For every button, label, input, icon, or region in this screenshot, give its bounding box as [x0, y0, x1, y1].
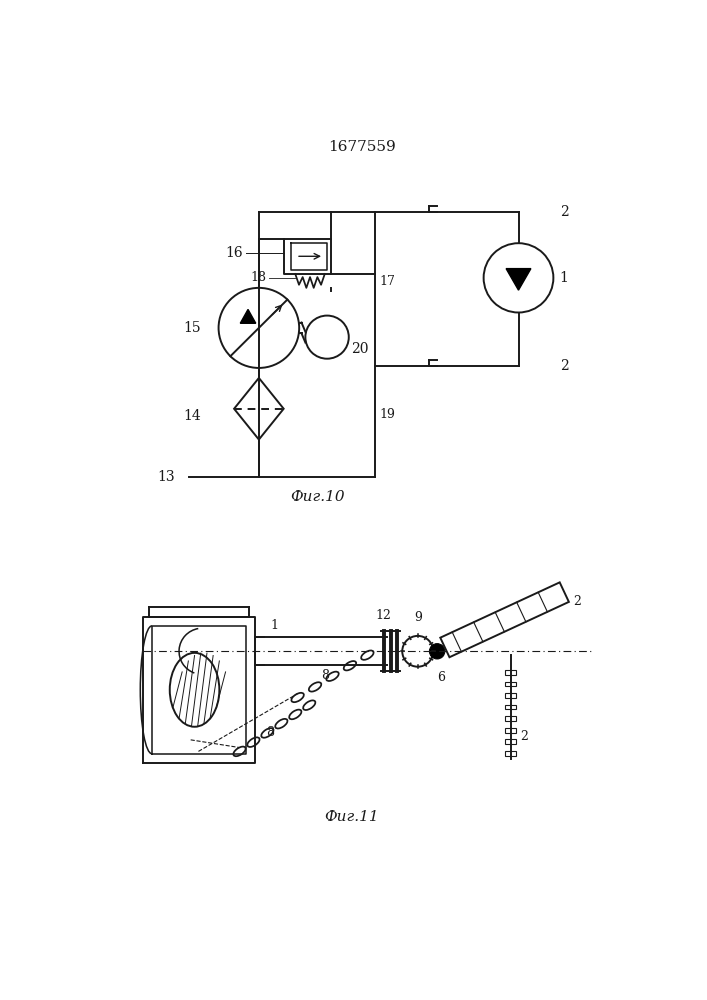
Text: 12: 12	[375, 609, 391, 622]
Text: 15: 15	[183, 321, 201, 335]
Text: 13: 13	[158, 470, 175, 484]
Text: Фиг.10: Фиг.10	[290, 490, 344, 504]
Text: 16: 16	[226, 246, 243, 260]
Bar	[506, 728, 516, 733]
Text: 20: 20	[351, 342, 368, 356]
Bar	[506, 670, 516, 675]
Circle shape	[429, 644, 445, 659]
Text: 1: 1	[559, 271, 568, 285]
Bar	[506, 682, 516, 686]
Polygon shape	[240, 309, 256, 323]
Text: 17: 17	[379, 275, 395, 288]
Text: 6: 6	[437, 671, 445, 684]
Text: 2: 2	[559, 359, 568, 373]
Text: 14: 14	[183, 409, 201, 423]
Text: 1677559: 1677559	[328, 140, 396, 154]
Polygon shape	[506, 269, 531, 290]
Bar	[506, 716, 516, 721]
Text: 2: 2	[573, 595, 580, 608]
Text: 8: 8	[267, 726, 274, 739]
Text: 1: 1	[270, 619, 279, 632]
Bar	[506, 739, 516, 744]
Bar	[506, 693, 516, 698]
Bar	[506, 751, 516, 756]
Text: 18: 18	[250, 271, 267, 284]
Text: 9: 9	[414, 611, 421, 624]
Text: Фиг.11: Фиг.11	[325, 810, 379, 824]
Text: 2: 2	[520, 730, 528, 742]
Text: 2: 2	[559, 205, 568, 219]
Bar	[506, 705, 516, 709]
Text: 8: 8	[321, 669, 329, 682]
Text: 19: 19	[379, 408, 395, 421]
